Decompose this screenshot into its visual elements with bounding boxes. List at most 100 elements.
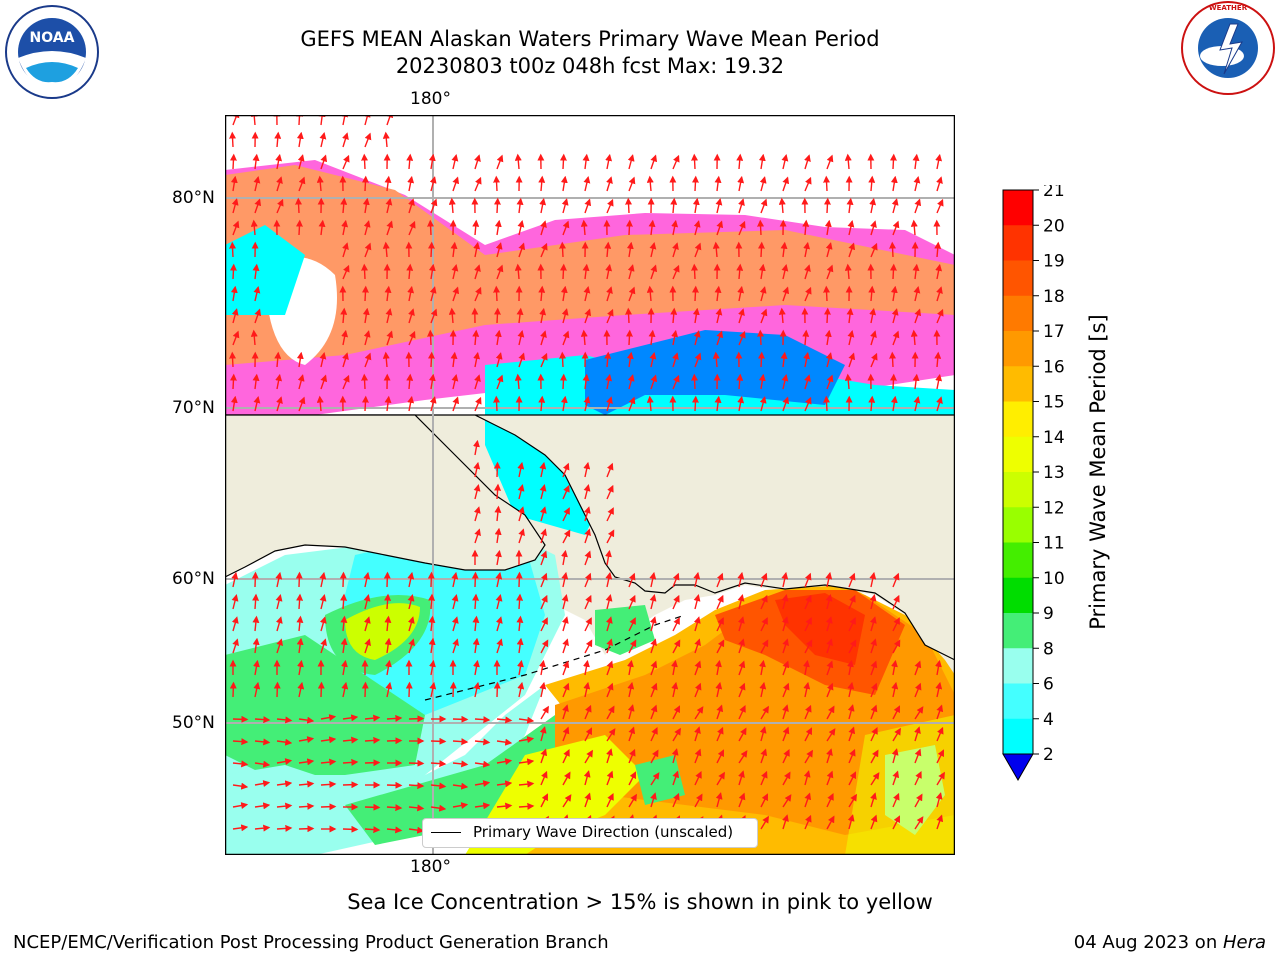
wave-direction-arrow	[341, 659, 348, 676]
wave-direction-arrow	[628, 793, 637, 808]
wave-direction-arrow	[474, 802, 491, 810]
wave-direction-arrow	[382, 131, 390, 148]
wave-direction-arrow	[320, 780, 337, 788]
wave-direction-arrow	[844, 153, 852, 170]
wave-direction-arrow	[361, 175, 369, 192]
wave-direction-arrow	[627, 264, 635, 280]
wave-direction-arrow	[844, 373, 852, 390]
wave-direction-arrow	[848, 617, 856, 632]
wave-direction-arrow	[295, 115, 303, 126]
wave-direction-arrow	[715, 681, 723, 698]
wave-direction-arrow	[561, 571, 569, 588]
wave-direction-arrow	[650, 682, 658, 698]
wave-direction-arrow	[275, 594, 283, 610]
wave-direction-arrow	[561, 549, 568, 566]
wave-direction-arrow	[804, 814, 812, 830]
wave-direction-arrow	[693, 330, 701, 346]
wave-direction-arrow	[803, 681, 811, 698]
wave-direction-arrow	[496, 802, 513, 810]
wave-direction-arrow	[408, 220, 416, 236]
wave-direction-arrow	[910, 219, 918, 236]
wave-direction-arrow	[496, 758, 513, 765]
nws-logo-icon: WEATHER	[1181, 1, 1275, 95]
wave-direction-arrow	[583, 770, 591, 786]
wave-direction-arrow	[650, 660, 658, 676]
wave-direction-arrow	[540, 352, 548, 368]
wave-direction-arrow	[275, 616, 283, 632]
wave-direction-arrow	[493, 175, 501, 192]
wave-direction-arrow	[804, 154, 811, 170]
wave-direction-arrow	[340, 197, 348, 214]
colorbar-tick-label: 4	[1043, 710, 1054, 730]
wave-direction-arrow	[606, 198, 614, 214]
wave-direction-arrow	[870, 772, 880, 786]
wave-direction-arrow	[559, 241, 567, 258]
wave-direction-arrow	[803, 241, 811, 258]
wave-direction-arrow	[760, 572, 768, 588]
wave-direction-arrow	[407, 594, 415, 610]
wave-direction-arrow	[496, 716, 513, 724]
wave-direction-arrow	[230, 395, 238, 412]
wave-direction-arrow	[870, 727, 878, 742]
wave-direction-arrow	[671, 329, 679, 346]
wave-direction-arrow	[341, 115, 349, 126]
wave-direction-arrow	[297, 659, 304, 676]
wave-direction-arrow	[936, 726, 944, 742]
wave-direction-arrow	[584, 704, 592, 720]
wave-direction-arrow	[628, 771, 636, 786]
noaa-logo-icon: NOAA	[5, 5, 99, 99]
wave-direction-arrow	[804, 594, 812, 610]
wave-direction-arrow	[540, 550, 548, 566]
wave-direction-arrow	[605, 263, 613, 280]
wave-direction-arrow	[495, 571, 503, 588]
wave-direction-arrow	[297, 154, 305, 170]
wave-direction-arrow	[382, 241, 390, 258]
wave-direction-arrow	[562, 529, 571, 544]
wave-direction-arrow	[782, 704, 789, 720]
wave-direction-arrow	[780, 351, 788, 368]
wave-direction-arrow	[342, 374, 350, 390]
wave-direction-arrow	[229, 153, 237, 170]
wave-direction-arrow	[716, 220, 724, 236]
wave-direction-arrow	[584, 749, 593, 764]
wave-direction-arrow	[650, 374, 658, 390]
wave-direction-arrow	[628, 617, 636, 632]
wave-direction-arrow	[473, 659, 480, 676]
wave-direction-arrow	[781, 263, 789, 280]
wave-direction-arrow	[935, 659, 942, 676]
wave-direction-arrow	[914, 793, 923, 808]
wave-direction-arrow	[559, 263, 567, 280]
wave-direction-arrow	[914, 660, 922, 676]
wave-direction-arrow	[889, 241, 897, 258]
wave-direction-arrow	[891, 198, 899, 214]
wave-direction-arrow	[758, 153, 766, 170]
wave-direction-arrow	[276, 758, 293, 765]
wave-direction-arrow	[892, 705, 900, 720]
wave-direction-arrow	[451, 571, 459, 588]
wave-direction-arrow	[386, 714, 403, 722]
wave-direction-arrow	[823, 197, 831, 214]
wave-direction-arrow	[605, 153, 613, 170]
wave-direction-arrow	[935, 153, 943, 170]
wave-direction-arrow	[649, 571, 657, 588]
wave-direction-arrow	[252, 263, 260, 280]
wave-direction-arrow	[737, 285, 745, 302]
wave-direction-arrow	[606, 462, 614, 478]
wave-direction-arrow	[824, 219, 832, 236]
wave-direction-arrow	[737, 616, 745, 632]
wave-direction-arrow	[869, 571, 877, 588]
colorbar-segment	[1003, 436, 1033, 473]
wave-direction-arrow	[232, 824, 249, 832]
wave-direction-arrow	[826, 770, 834, 786]
wave-direction-arrow	[298, 780, 315, 788]
wave-direction-arrow	[562, 704, 569, 720]
colorbar-label: Primary Wave Mean Period [s]	[1086, 314, 1110, 630]
wave-direction-arrow	[276, 738, 293, 746]
wave-direction-arrow	[648, 329, 656, 346]
wave-direction-arrow	[583, 175, 591, 192]
wave-direction-arrow	[386, 330, 394, 346]
wave-direction-arrow	[473, 506, 481, 522]
wave-direction-arrow	[890, 285, 898, 302]
wave-direction-arrow	[584, 639, 593, 654]
wave-direction-arrow	[342, 758, 359, 766]
